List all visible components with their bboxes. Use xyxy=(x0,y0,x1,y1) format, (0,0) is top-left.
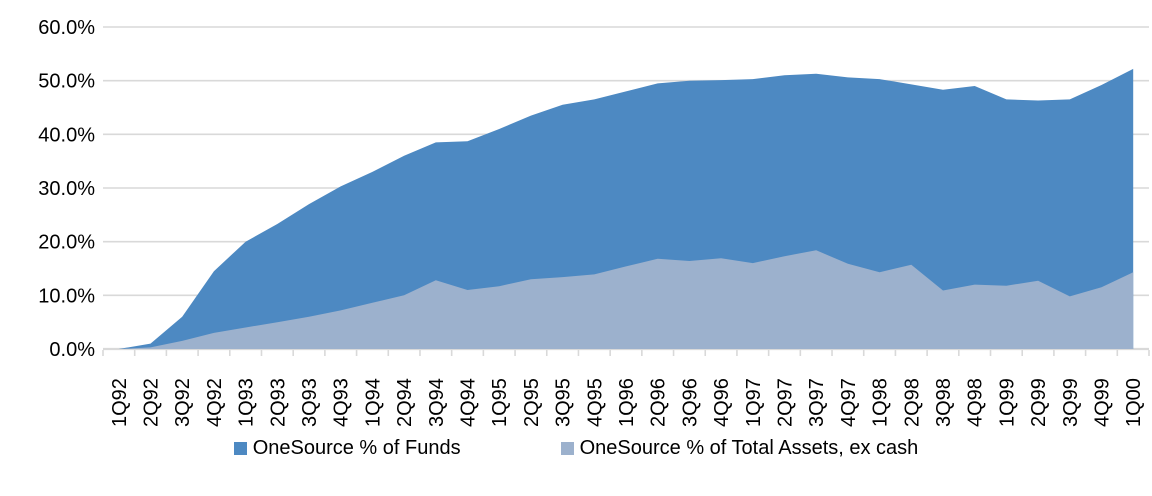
y-tick-label: 30.0% xyxy=(38,178,95,200)
x-tick-label: 2Q98 xyxy=(901,378,923,427)
x-tick-label: 2Q94 xyxy=(394,378,416,427)
x-tick-label: 1Q94 xyxy=(362,378,384,427)
x-tick-label: 3Q99 xyxy=(1060,378,1082,427)
y-tick-label: 20.0% xyxy=(38,232,95,254)
y-tick-label: 40.0% xyxy=(38,124,95,146)
x-tick-label: 1Q96 xyxy=(616,378,638,427)
x-tick-label: 3Q93 xyxy=(299,378,321,427)
legend-swatch-icon xyxy=(233,441,247,455)
x-tick-label: 4Q98 xyxy=(965,378,987,427)
x-tick-label: 4Q92 xyxy=(204,378,226,427)
x-tick-label: 4Q94 xyxy=(458,378,480,427)
x-tick-label: 3Q92 xyxy=(172,378,194,427)
x-tick-label: 2Q95 xyxy=(521,378,543,427)
plot-area: 0.0% 10.0% 20.0% 30.0% 40.0% 50.0% 60.0% 1Q92 2Q… xyxy=(38,17,1150,427)
x-tick-label: 3Q95 xyxy=(553,378,575,427)
area-series-1 xyxy=(118,250,1134,349)
x-tick-label: 1Q92 xyxy=(109,378,131,427)
y-tick-label: 10.0% xyxy=(38,285,95,307)
x-tick-label: 4Q96 xyxy=(711,378,733,427)
x-tick-label: 3Q97 xyxy=(806,378,828,427)
x-tick-label: 1Q93 xyxy=(236,378,258,427)
y-tick-label: 60.0% xyxy=(38,17,95,39)
x-tick-label: 2Q99 xyxy=(1028,378,1050,427)
x-tick-label: 1Q97 xyxy=(743,378,765,427)
x-tick-label: 4Q95 xyxy=(584,378,606,427)
x-tick-label: 3Q94 xyxy=(426,378,448,427)
x-tick-label: 4Q93 xyxy=(331,378,353,427)
y-tick-label: 50.0% xyxy=(38,71,95,93)
legend-item-0: OneSource % of Funds xyxy=(233,437,461,459)
legend: OneSource % of Funds OneSource % of Total… xyxy=(0,438,1152,458)
legend-swatch-icon xyxy=(560,441,574,455)
x-tick-label: 4Q99 xyxy=(1091,378,1113,427)
legend-label: OneSource % of Funds xyxy=(252,437,461,459)
legend-label: OneSource % of Total Assets, ex cash xyxy=(579,437,919,459)
x-tick-label: 2Q97 xyxy=(774,378,796,427)
x-tick-label: 1Q99 xyxy=(996,378,1018,427)
x-tick-label: 3Q96 xyxy=(679,378,701,427)
x-tick-label: 2Q96 xyxy=(648,378,670,427)
x-tick-label: 2Q92 xyxy=(141,378,163,427)
x-tick-label: 1Q98 xyxy=(870,378,892,427)
legend-item-1: OneSource % of Total Assets, ex cash xyxy=(560,437,919,459)
x-tick-label: 1Q00 xyxy=(1123,378,1145,427)
x-tick-label: 1Q95 xyxy=(489,378,511,427)
x-tick-label: 4Q97 xyxy=(838,378,860,427)
x-tick-label: 2Q93 xyxy=(267,378,289,427)
x-tick-label: 3Q98 xyxy=(933,378,955,427)
y-tick-label: 0.0% xyxy=(49,339,95,361)
